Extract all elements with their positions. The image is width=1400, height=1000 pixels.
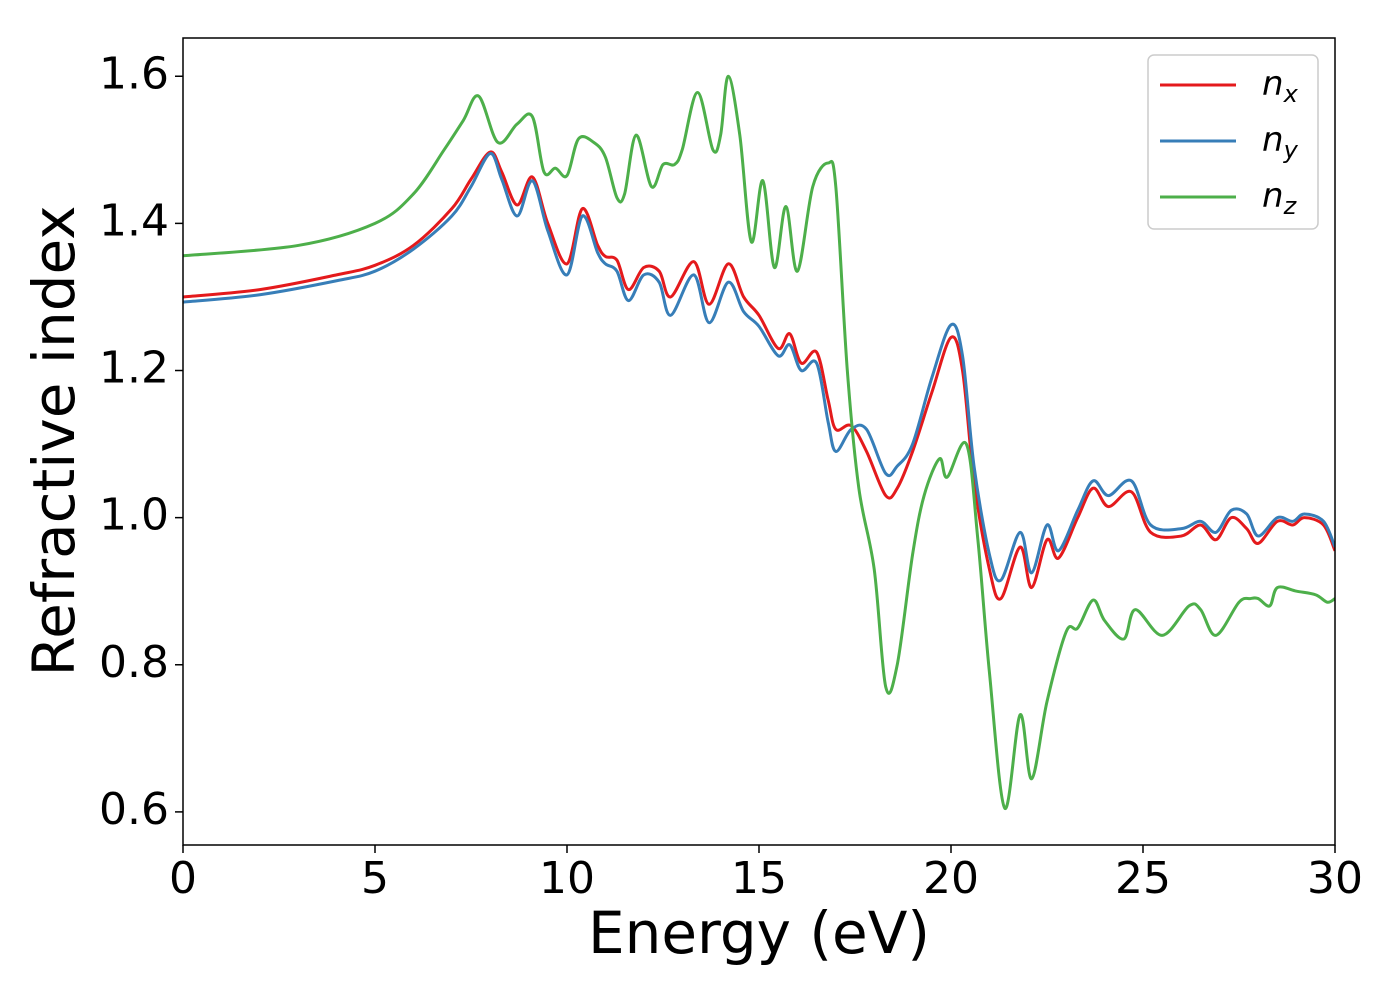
x-tick-label: 15 <box>731 853 787 904</box>
y-tick-label: 1.6 <box>99 48 169 99</box>
x-tick-label: 5 <box>361 853 389 904</box>
x-tick-label: 20 <box>923 853 979 904</box>
data-line <box>183 150 1335 601</box>
x-axis-label: Energy (eV) <box>588 899 930 967</box>
plot-area <box>183 74 1335 810</box>
x-tick-label: 0 <box>169 853 197 904</box>
y-tick-label: 0.8 <box>99 637 169 688</box>
legend-label: nx <box>1262 64 1299 109</box>
y-tick-label: 1.4 <box>99 195 169 246</box>
x-tick-label: 10 <box>539 853 595 904</box>
plot-frame <box>182 37 1336 846</box>
x-tick-label: 25 <box>1115 853 1171 904</box>
y-axis-label: Refractive index <box>20 205 88 676</box>
legend-label: ny <box>1262 120 1299 165</box>
data-line <box>183 74 1335 810</box>
legend-label: nz <box>1262 176 1298 221</box>
y-tick-label: 1.0 <box>99 490 169 541</box>
x-tick-label: 30 <box>1307 853 1363 904</box>
data-line <box>183 151 1335 583</box>
y-tick-label: 1.2 <box>99 343 169 394</box>
y-tick-label: 0.6 <box>99 784 169 835</box>
